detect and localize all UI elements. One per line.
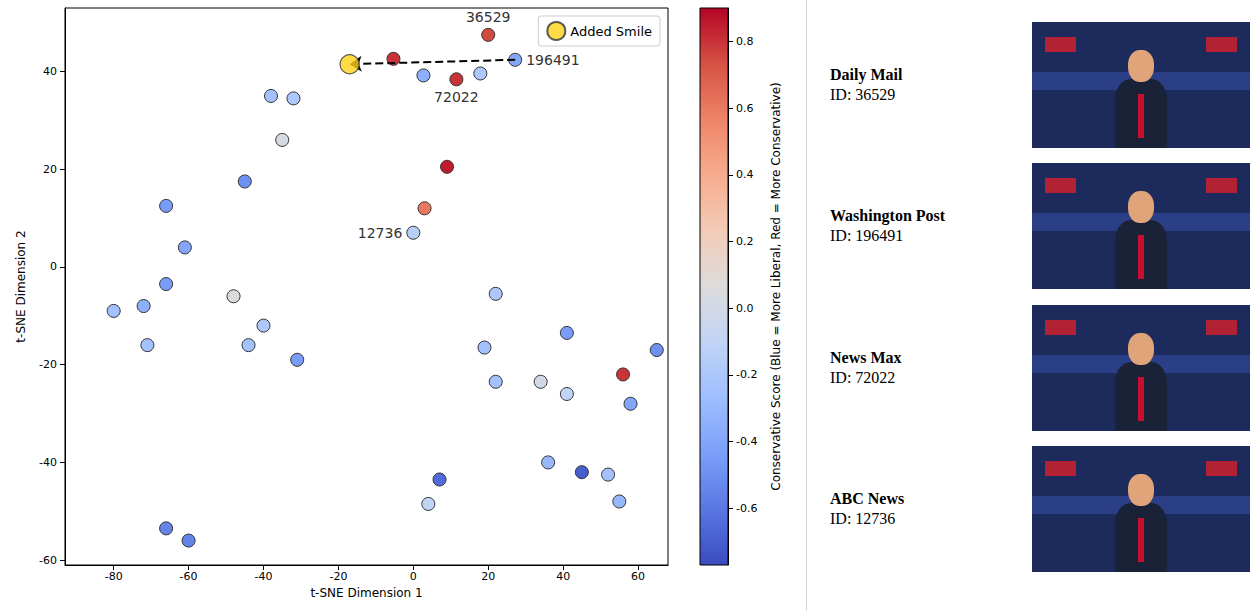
- svg-text:60: 60: [631, 570, 645, 583]
- svg-text:-0.2: -0.2: [736, 368, 757, 381]
- svg-text:0: 0: [410, 570, 417, 583]
- svg-text:-0.6: -0.6: [736, 502, 757, 515]
- svg-text:Conservative Score (Blue = Mor: Conservative Score (Blue = More Liberal,…: [769, 82, 783, 490]
- svg-text:0.6: 0.6: [736, 102, 754, 115]
- svg-text:-40: -40: [39, 456, 57, 469]
- svg-text:20: 20: [481, 570, 495, 583]
- svg-text:-40: -40: [255, 570, 273, 583]
- html-text:ID: 12736: ID: 12736: [830, 510, 896, 527]
- svg-text:Added Smile: Added Smile: [570, 24, 652, 39]
- html-text:ID: 72022: ID: 72022: [830, 369, 896, 386]
- html-text:ID: 196491: ID: 196491: [830, 227, 904, 244]
- html-text:Daily Mail: Daily Mail: [830, 66, 903, 83]
- svg-text:196491: 196491: [526, 52, 579, 68]
- svg-text:-60: -60: [180, 570, 198, 583]
- svg-text:0.8: 0.8: [736, 35, 754, 48]
- svg-text:36529: 36529: [466, 9, 511, 25]
- svg-text:40: 40: [556, 570, 570, 583]
- svg-text:t-SNE Dimension 2: t-SNE Dimension 2: [14, 230, 28, 342]
- html-text:Washington Post: Washington Post: [830, 207, 946, 224]
- html-text:ABC News: ABC News: [830, 490, 905, 507]
- html-text:ID: 36529: ID: 36529: [830, 86, 896, 103]
- svg-text:12736: 12736: [358, 225, 403, 241]
- svg-text:-0.4: -0.4: [736, 435, 757, 448]
- svg-text:-20: -20: [329, 570, 347, 583]
- svg-text:0.4: 0.4: [736, 168, 754, 181]
- svg-text:0: 0: [50, 260, 57, 273]
- svg-text:-60: -60: [39, 554, 57, 567]
- svg-text:t-SNE Dimension 1: t-SNE Dimension 1: [310, 586, 422, 600]
- svg-text:-80: -80: [105, 570, 123, 583]
- svg-text:72022: 72022: [434, 89, 479, 105]
- html-text:News Max: News Max: [830, 349, 902, 366]
- svg-text:20: 20: [43, 163, 57, 176]
- svg-text:0.0: 0.0: [736, 302, 754, 315]
- svg-text:0.2: 0.2: [736, 235, 754, 248]
- svg-text:-20: -20: [39, 358, 57, 371]
- svg-text:40: 40: [43, 65, 57, 78]
